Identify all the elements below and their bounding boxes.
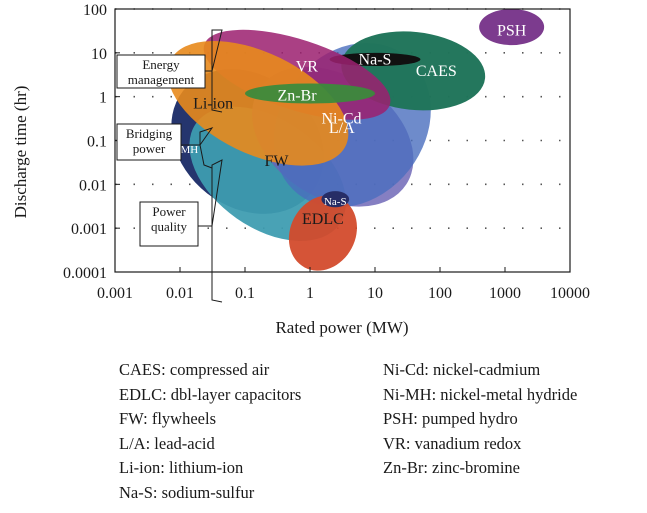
callout-label: Bridging — [126, 126, 173, 141]
x-tick-label: 10000 — [550, 285, 590, 302]
y-tick-label: 0.01 — [79, 177, 107, 194]
glossary-entry: Na-S: sodium-sulfur — [119, 482, 255, 502]
region-label-fw: FW — [264, 153, 289, 170]
technology-regions — [167, 9, 545, 271]
callout-label: Power — [152, 204, 186, 219]
y-axis-ticks: 0.0001 0.001 0.01 0.1 1 10 100 — [63, 2, 120, 282]
callout-box — [116, 123, 182, 161]
region-label-na-s: Na-S — [359, 51, 392, 68]
x-tick-label: 1 — [306, 285, 314, 302]
region-label-la: L/A — [329, 120, 355, 137]
glossary-entry: Zn-Br: zinc-bromine — [383, 458, 520, 477]
x-tick-label: 1000 — [489, 285, 521, 302]
y-tick-label: 100 — [83, 2, 107, 19]
region-na-s-small — [321, 191, 350, 208]
glossary-right-column: Ni-Cd: nickel-cadmium Ni-MH: nickel-metal… — [383, 358, 577, 481]
glossary-entry: VR: vanadium redox — [383, 433, 522, 453]
glossary-entry: CAES: compressed air — [119, 360, 270, 379]
callout-label: quality — [151, 219, 188, 234]
y-tick-label: 1 — [99, 90, 107, 107]
glossary-entry: Ni-Cd: nickel-cadmium — [383, 360, 541, 379]
glossary-entry: Li-ion: lithium-ion — [119, 458, 244, 477]
region-label-caes: CAES — [416, 63, 457, 80]
glossary-entry: EDLC: dbl-layer capacitors — [119, 384, 302, 404]
region-label-ni-cd: Ni-Cd — [321, 110, 361, 127]
glossary-entry: Ni-MH: nickel-metal hydride — [383, 384, 578, 404]
y-tick-label: 0.0001 — [63, 265, 107, 282]
callout-bracket — [181, 127, 214, 169]
callout-box — [116, 54, 206, 89]
x-tick-label: 0.01 — [166, 285, 194, 302]
region-label-vr: VR — [296, 58, 319, 75]
callout-bracket — [198, 159, 223, 303]
x-tick-label: 0.1 — [235, 285, 255, 302]
callout-box — [139, 201, 199, 247]
region-label-edlc: EDLC — [302, 211, 344, 228]
y-tick-label: 0.001 — [71, 221, 107, 238]
glossary-entry: FW: flywheels — [119, 409, 216, 428]
region-edlc — [288, 195, 357, 271]
x-tick-label: 100 — [428, 285, 452, 302]
region-label-psh: PSH — [497, 23, 527, 40]
glossary-entry: L/A: lead-acid — [119, 433, 215, 453]
glossary-left-column: CAES: compressed air EDLC: dbl-layer capa… — [119, 358, 301, 505]
y-tick-label: 10 — [91, 46, 107, 63]
x-tick-label: 10 — [367, 285, 383, 302]
region-label-na-s-small: Na-S — [324, 196, 347, 208]
x-tick-label: 0.001 — [97, 285, 133, 302]
x-axis-ticks: 0.001 0.01 0.1 1 10 100 1000 10000 — [97, 267, 590, 302]
callout-label: management — [128, 72, 195, 87]
callout-bracket — [205, 29, 223, 113]
region-li-ion — [167, 40, 349, 166]
region-label-zn-br: Zn-Br — [277, 87, 317, 104]
region-label-li-ion: Li-ion — [193, 95, 233, 112]
region-psh — [479, 9, 545, 46]
y-axis-title: Discharge time (hr) — [11, 86, 30, 219]
glossary-entry: PSH: pumped hydro — [383, 409, 518, 428]
callout-label: Energy — [142, 57, 180, 72]
x-axis-title: Rated power (MW) — [275, 318, 408, 337]
region-zn-br — [245, 83, 375, 104]
callout-label: power — [133, 141, 166, 156]
y-tick-label: 0.1 — [87, 134, 107, 151]
